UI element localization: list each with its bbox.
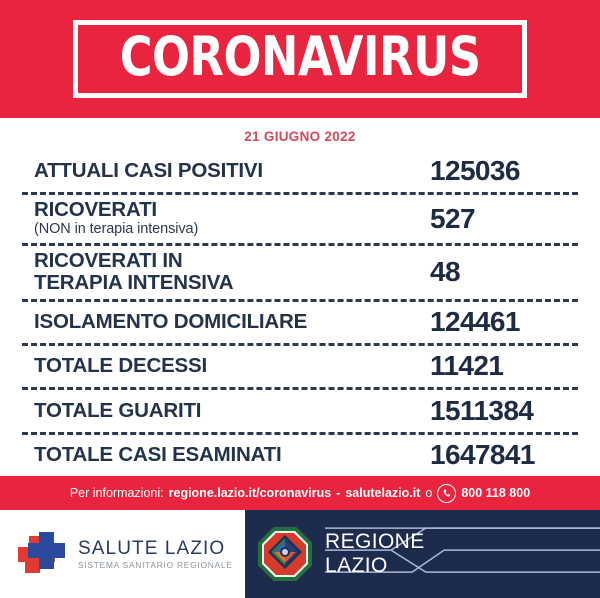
info-link-regione[interactable]: regione.lazio.it/coronavirus	[168, 486, 332, 500]
info-link-salutelazio[interactable]: salutelazio.it	[345, 486, 421, 500]
row-value: 124461	[430, 305, 520, 337]
phone-circle-icon	[437, 483, 457, 503]
table-row: RICOVERATI (NON in terapia intensiva) 52…	[22, 195, 578, 246]
table-row: RICOVERATI IN TERAPIA INTENSIVA 48	[22, 246, 578, 302]
row-value: 125036	[430, 155, 520, 187]
row-value: 1647841	[430, 438, 535, 470]
info-phone-number[interactable]: 800 118 800	[461, 486, 531, 500]
row-value: 11421	[430, 350, 504, 382]
row-label-wrap: RICOVERATI IN TERAPIA INTENSIVA	[22, 248, 234, 294]
regione-line-1: REGIONE	[325, 530, 425, 554]
row-label: ISOLAMENTO DOMICILIARE	[34, 310, 308, 334]
statistics-rows: ATTUALI CASI POSITIVI 125036 RICOVERATI …	[22, 151, 578, 476]
row-label: ATTUALI CASI POSITIVI	[34, 159, 263, 183]
report-date: 21 GIUGNO 2022	[244, 129, 356, 144]
regione-lazio-wordmark: REGIONE LAZIO	[325, 519, 600, 589]
table-row: TOTALE DECESSI 11421	[22, 346, 578, 391]
table-row: TOTALE GUARITI 1511384	[22, 390, 578, 435]
info-separator: -	[336, 486, 341, 500]
row-label: TOTALE CASI ESAMINATI	[34, 442, 282, 466]
info-bar: Per informazioni: regione.lazio.it/coron…	[0, 476, 600, 510]
regione-line-2: LAZIO	[325, 554, 388, 577]
row-value: 48	[430, 255, 461, 287]
info-intro: Per informazioni:	[69, 486, 164, 500]
page-title: CORONAVIRUS	[119, 25, 481, 89]
regione-lazio-logo-area: REGIONE LAZIO	[245, 510, 600, 598]
salute-lazio-name: SALUTE LAZIO	[78, 537, 226, 559]
row-label: TOTALE DECESSI	[34, 354, 207, 378]
salute-lazio-subtitle: SISTEMA SANITARIO REGIONALE	[78, 559, 233, 570]
row-sublabel: (NON in terapia intensiva)	[34, 221, 199, 238]
salute-lazio-logo-area: SALUTE LAZIO SISTEMA SANITARIO REGIONALE	[0, 510, 245, 598]
regione-crossing-lines	[325, 527, 600, 573]
row-label-wrap: ATTUALI CASI POSITIVI	[22, 160, 263, 182]
info-conjunction: o	[425, 486, 433, 500]
row-label-wrap: RICOVERATI (NON in terapia intensiva)	[22, 199, 198, 237]
table-row: ATTUALI CASI POSITIVI 125036	[22, 151, 578, 196]
table-row: ISOLAMENTO DOMICILIARE 124461	[22, 302, 578, 347]
row-label-wrap: ISOLAMENTO DOMICILIARE	[22, 311, 307, 333]
row-label-wrap: TOTALE GUARITI	[22, 398, 202, 422]
row-label: RICOVERATI IN TERAPIA INTENSIVA	[34, 248, 234, 294]
footer: SALUTE LAZIO SISTEMA SANITARIO REGIONALE	[0, 510, 600, 598]
salute-lazio-text: SALUTE LAZIO SISTEMA SANITARIO REGIONALE	[78, 539, 233, 569]
row-label-wrap: TOTALE DECESSI	[22, 355, 207, 377]
statistics-panel: 21 GIUGNO 2022 ATTUALI CASI POSITIVI 125…	[0, 118, 600, 476]
regione-lazio-emblem	[257, 526, 313, 582]
header-title-box: CORONAVIRUS	[72, 20, 528, 98]
table-row: TOTALE CASI ESAMINATI 1647841	[22, 435, 578, 476]
row-value: 527	[430, 202, 476, 234]
row-label: RICOVERATI	[34, 198, 157, 222]
double-cross-logo	[14, 528, 66, 580]
row-label: TOTALE GUARITI	[34, 398, 202, 422]
row-label-wrap: TOTALE CASI ESAMINATI	[22, 442, 282, 466]
header-banner: CORONAVIRUS	[0, 0, 600, 118]
row-value: 1511384	[430, 394, 534, 426]
